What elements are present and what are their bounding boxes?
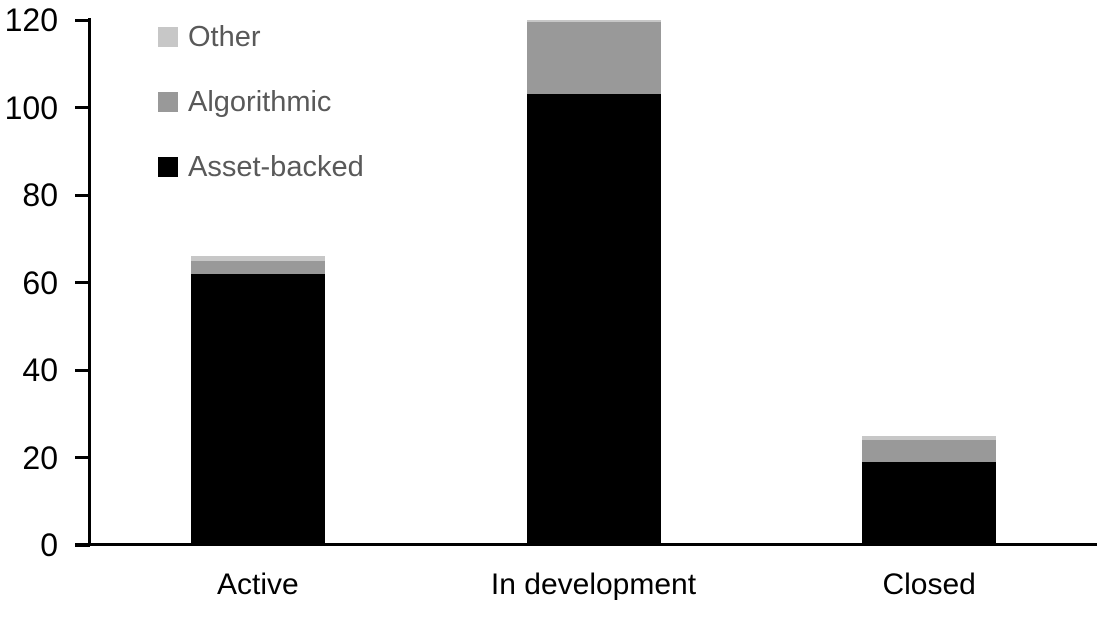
bar-segment-asset-backed-active	[190, 273, 325, 545]
y-tick-mark	[75, 543, 90, 547]
bar-segment-other-closed	[862, 435, 997, 440]
legend-label: Algorithmic	[188, 86, 332, 118]
legend-label: Other	[188, 21, 261, 53]
y-tick-mark	[75, 456, 90, 459]
y-tick-mark	[75, 368, 90, 372]
bar-segment-asset-backed-in-development	[526, 94, 661, 545]
y-axis-label: 120	[4, 2, 58, 38]
x-axis-label: Active	[216, 568, 299, 601]
x-axis-label: Closed	[882, 568, 976, 601]
bar-segment-algorithmic-in-development	[526, 22, 661, 95]
y-tick-mark	[75, 281, 90, 284]
y-axis-label: 100	[4, 89, 58, 126]
y-axis-label: 60	[22, 264, 58, 301]
y-tick-mark	[75, 106, 90, 109]
bar-segment-algorithmic-closed	[862, 440, 997, 462]
y-axis-label: 20	[22, 439, 58, 476]
legend-marker-asset-backed	[158, 157, 178, 177]
y-tick-mark	[75, 18, 90, 22]
bar-segment-asset-backed-closed	[862, 461, 997, 545]
x-axis-label: In development	[490, 568, 697, 601]
legend-marker-algorithmic	[158, 92, 178, 112]
y-axis-label: 40	[22, 352, 58, 388]
legend-label: Asset-backed	[188, 151, 364, 183]
legend-marker-other	[158, 27, 178, 47]
bar-segment-algorithmic-active	[190, 260, 325, 274]
y-axis-label: 0	[40, 527, 58, 563]
bar-segment-other-in-development	[526, 20, 661, 23]
bar-segment-other-active	[190, 256, 325, 261]
y-tick-mark	[75, 193, 90, 197]
y-axis-label: 80	[22, 177, 58, 213]
